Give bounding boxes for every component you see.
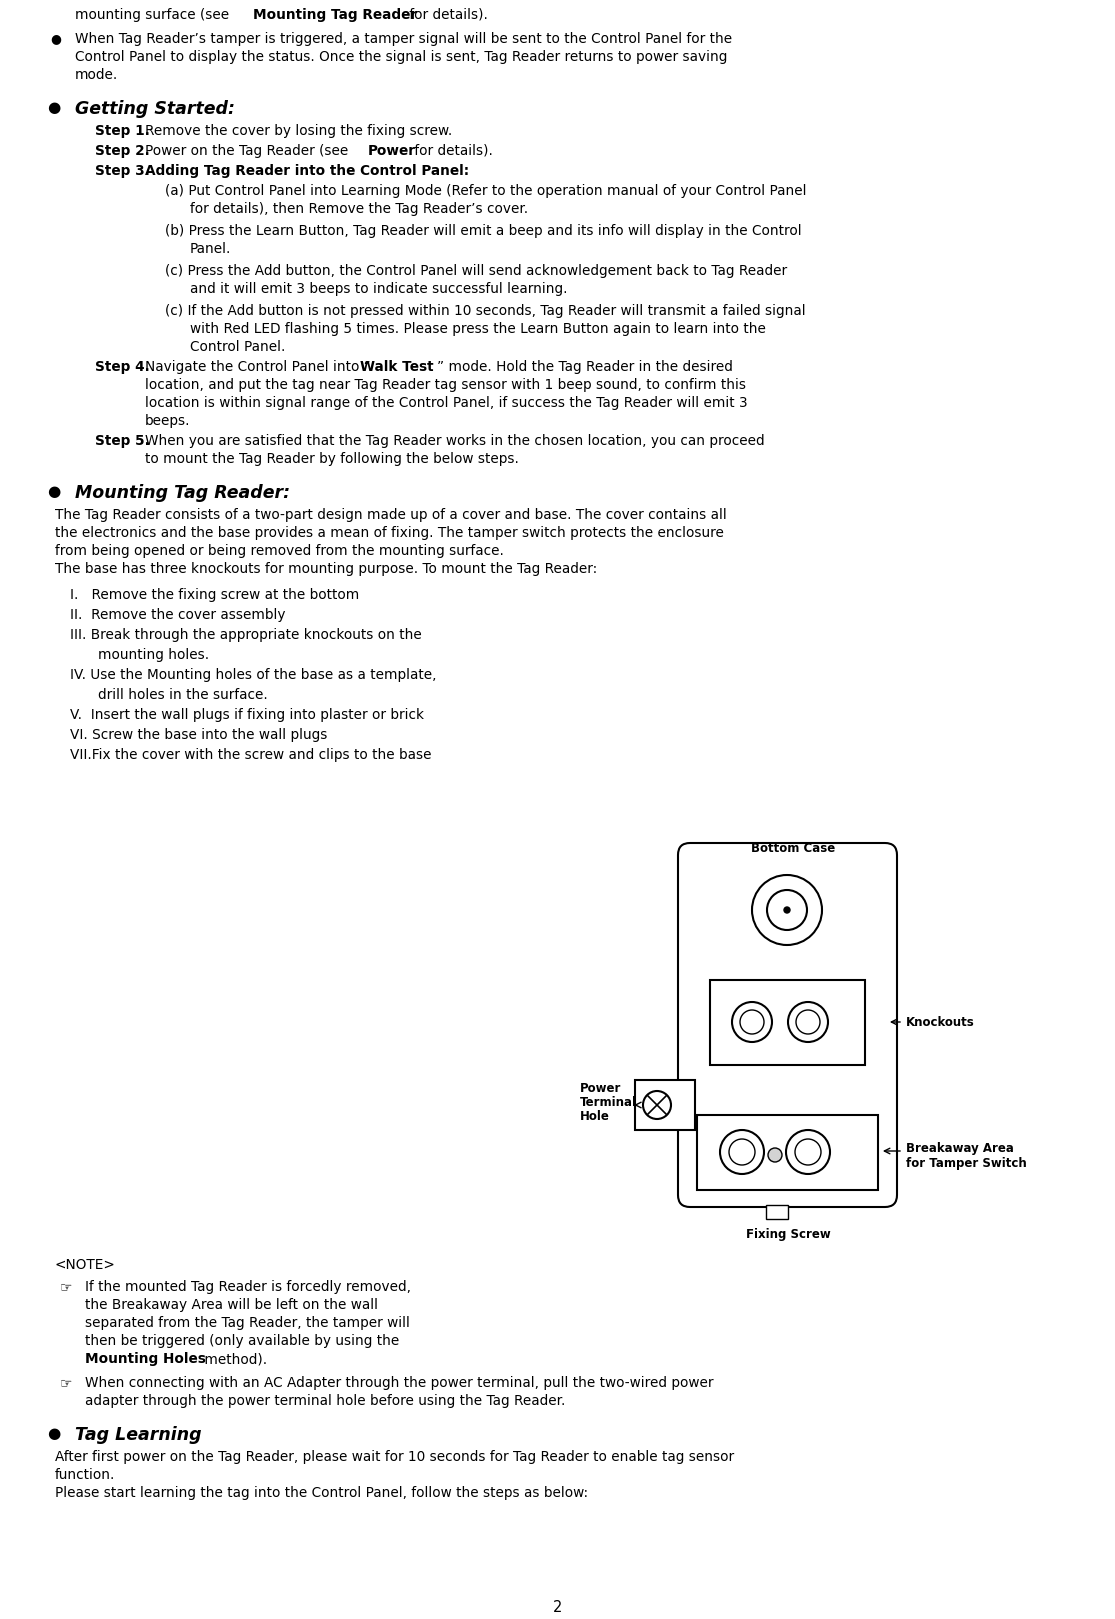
FancyBboxPatch shape <box>678 843 896 1208</box>
Text: from being opened or being removed from the mounting surface.: from being opened or being removed from … <box>55 544 504 559</box>
Text: for details).: for details). <box>410 144 493 159</box>
Text: VII.Fix the cover with the screw and clips to the base: VII.Fix the cover with the screw and cli… <box>70 748 432 763</box>
Text: Panel.: Panel. <box>190 241 232 256</box>
Text: (b) Press the Learn Button, Tag Reader will emit a beep and its info will displa: (b) Press the Learn Button, Tag Reader w… <box>165 223 802 238</box>
Text: (c) If the Add button is not pressed within 10 seconds, Tag Reader will transmit: (c) If the Add button is not pressed wit… <box>165 304 806 317</box>
Text: ●: ● <box>50 32 61 45</box>
Text: Mounting Holes: Mounting Holes <box>85 1352 206 1366</box>
Text: for details).: for details). <box>405 8 488 23</box>
Text: ” mode. Hold the Tag Reader in the desired: ” mode. Hold the Tag Reader in the desir… <box>437 359 733 374</box>
Text: ●: ● <box>47 1426 60 1441</box>
Bar <box>636 1080 695 1130</box>
Text: ●: ● <box>47 484 60 499</box>
Text: 2: 2 <box>553 1600 562 1616</box>
Text: then be triggered (only available by using the: then be triggered (only available by usi… <box>85 1334 399 1349</box>
Text: I.   Remove the fixing screw at the bottom: I. Remove the fixing screw at the bottom <box>70 588 359 602</box>
Bar <box>697 1115 878 1190</box>
Text: Walk Test: Walk Test <box>360 359 434 374</box>
Text: After first power on the Tag Reader, please wait for 10 seconds for Tag Reader t: After first power on the Tag Reader, ple… <box>55 1451 734 1464</box>
Text: V.  Insert the wall plugs if fixing into plaster or brick: V. Insert the wall plugs if fixing into … <box>70 708 424 722</box>
Bar <box>710 979 865 1065</box>
Text: and it will emit 3 beeps to indicate successful learning.: and it will emit 3 beeps to indicate suc… <box>190 282 568 296</box>
Text: method).: method). <box>200 1352 268 1366</box>
Text: ☞: ☞ <box>60 1281 72 1294</box>
Text: Step 5.: Step 5. <box>95 434 149 448</box>
Text: Terminal: Terminal <box>580 1096 637 1109</box>
Text: Knockouts: Knockouts <box>906 1015 975 1028</box>
Circle shape <box>768 1148 782 1162</box>
Text: to mount the Tag Reader by following the below steps.: to mount the Tag Reader by following the… <box>145 452 518 466</box>
Text: Power: Power <box>368 144 416 159</box>
Text: Tag Learning: Tag Learning <box>75 1426 202 1444</box>
Text: the electronics and the base provides a mean of fixing. The tamper switch protec: the electronics and the base provides a … <box>55 526 724 541</box>
Text: Step 3.: Step 3. <box>95 164 149 178</box>
Text: mounting surface (see: mounting surface (see <box>75 8 233 23</box>
Text: Control Panel.: Control Panel. <box>190 340 285 355</box>
Text: function.: function. <box>55 1468 115 1481</box>
Text: Power: Power <box>580 1081 621 1094</box>
Text: <NOTE>: <NOTE> <box>55 1258 116 1273</box>
Text: Remove the cover by losing the fixing screw.: Remove the cover by losing the fixing sc… <box>145 125 453 138</box>
Text: Adding Tag Reader into the Control Panel:: Adding Tag Reader into the Control Panel… <box>145 164 469 178</box>
Text: III. Break through the appropriate knockouts on the: III. Break through the appropriate knock… <box>70 628 421 643</box>
Text: location is within signal range of the Control Panel, if success the Tag Reader : location is within signal range of the C… <box>145 397 748 410</box>
Text: Step 2.: Step 2. <box>95 144 149 159</box>
Text: Power on the Tag Reader (see: Power on the Tag Reader (see <box>145 144 352 159</box>
Text: for Tamper Switch: for Tamper Switch <box>906 1158 1027 1171</box>
Text: for details), then Remove the Tag Reader’s cover.: for details), then Remove the Tag Reader… <box>190 202 529 215</box>
Circle shape <box>784 907 791 913</box>
Text: mounting holes.: mounting holes. <box>98 648 210 662</box>
Text: mode.: mode. <box>75 68 118 83</box>
Text: IV. Use the Mounting holes of the base as a template,: IV. Use the Mounting holes of the base a… <box>70 669 436 682</box>
Text: If the mounted Tag Reader is forcedly removed,: If the mounted Tag Reader is forcedly re… <box>85 1281 411 1294</box>
Text: Fixing Screw: Fixing Screw <box>746 1227 831 1242</box>
Text: Getting Started:: Getting Started: <box>75 100 235 118</box>
Text: (a) Put Control Panel into Learning Mode (Refer to the operation manual of your : (a) Put Control Panel into Learning Mode… <box>165 185 806 198</box>
Text: Step 4.: Step 4. <box>95 359 149 374</box>
Text: When connecting with an AC Adapter through the power terminal, pull the two-wire: When connecting with an AC Adapter throu… <box>85 1376 714 1391</box>
Text: beeps.: beeps. <box>145 414 191 427</box>
Text: II.  Remove the cover assembly: II. Remove the cover assembly <box>70 609 285 622</box>
Text: Mounting Tag Reader:: Mounting Tag Reader: <box>75 484 290 502</box>
Text: drill holes in the surface.: drill holes in the surface. <box>98 688 268 703</box>
Text: The base has three knockouts for mounting purpose. To mount the Tag Reader:: The base has three knockouts for mountin… <box>55 562 598 576</box>
Text: VI. Screw the base into the wall plugs: VI. Screw the base into the wall plugs <box>70 729 328 742</box>
Text: location, and put the tag near Tag Reader tag sensor with 1 beep sound, to confi: location, and put the tag near Tag Reade… <box>145 377 746 392</box>
Text: Hole: Hole <box>580 1111 610 1124</box>
Text: separated from the Tag Reader, the tamper will: separated from the Tag Reader, the tampe… <box>85 1316 410 1329</box>
Text: adapter through the power terminal hole before using the Tag Reader.: adapter through the power terminal hole … <box>85 1394 565 1409</box>
Text: ☞: ☞ <box>60 1376 72 1391</box>
Text: When you are satisfied that the Tag Reader works in the chosen location, you can: When you are satisfied that the Tag Read… <box>145 434 765 448</box>
Text: Control Panel to display the status. Once the signal is sent, Tag Reader returns: Control Panel to display the status. Onc… <box>75 50 727 65</box>
Text: Bottom Case: Bottom Case <box>750 842 835 855</box>
Text: Please start learning the tag into the Control Panel, follow the steps as below:: Please start learning the tag into the C… <box>55 1486 588 1499</box>
Text: Step 1.: Step 1. <box>95 125 149 138</box>
Text: Mounting Tag Reader: Mounting Tag Reader <box>253 8 417 23</box>
Text: Navigate the Control Panel into “: Navigate the Control Panel into “ <box>145 359 371 374</box>
Text: Breakaway Area: Breakaway Area <box>906 1141 1014 1154</box>
Text: When Tag Reader’s tamper is triggered, a tamper signal will be sent to the Contr: When Tag Reader’s tamper is triggered, a… <box>75 32 733 45</box>
Text: ●: ● <box>47 100 60 115</box>
Text: (c) Press the Add button, the Control Panel will send acknowledgement back to Ta: (c) Press the Add button, the Control Pa… <box>165 264 787 278</box>
Text: with Red LED flashing 5 times. Please press the Learn Button again to learn into: with Red LED flashing 5 times. Please pr… <box>190 322 766 337</box>
Bar <box>766 1205 788 1219</box>
Text: the Breakaway Area will be left on the wall: the Breakaway Area will be left on the w… <box>85 1298 378 1311</box>
Text: The Tag Reader consists of a two-part design made up of a cover and base. The co: The Tag Reader consists of a two-part de… <box>55 508 727 521</box>
